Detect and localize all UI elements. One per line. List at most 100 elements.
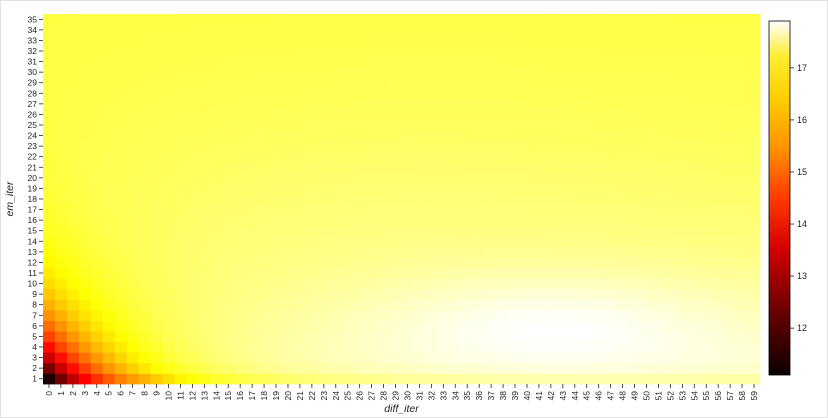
heatmap-cell: [162, 98, 175, 110]
heatmap-cell: [700, 331, 713, 343]
heatmap-cell: [580, 214, 594, 226]
heatmap-cell: [521, 214, 534, 226]
heatmap-cell: [174, 214, 187, 226]
heatmap-cell: [138, 246, 151, 258]
heatmap-cell: [150, 310, 163, 321]
heatmap-cell: [748, 214, 761, 226]
heatmap-cell: [365, 352, 378, 364]
heatmap-cell: [78, 257, 92, 269]
heatmap-cell: [90, 341, 104, 353]
heatmap-cell: [198, 246, 211, 258]
heatmap-cell: [688, 267, 701, 279]
heatmap-cell: [736, 278, 749, 290]
heatmap-cell: [616, 109, 629, 121]
heatmap-cell: [592, 151, 606, 163]
heatmap-cell: [640, 225, 653, 237]
heatmap-cell: [616, 204, 629, 216]
heatmap-cell: [162, 288, 175, 300]
heatmap-cell: [664, 45, 677, 57]
heatmap-cell: [78, 24, 92, 36]
heatmap-cell: [43, 130, 56, 142]
heatmap-cell: [640, 98, 653, 110]
heatmap-cell: [234, 204, 247, 216]
heatmap-cell: [461, 331, 474, 343]
heatmap-cell: [688, 119, 701, 131]
heatmap-cell: [198, 352, 211, 364]
heatmap-cell: [222, 236, 235, 247]
heatmap-cell: [521, 236, 534, 247]
heatmap-cell: [736, 45, 749, 57]
heatmap-cell: [413, 225, 426, 237]
heatmap-cell: [556, 109, 570, 121]
heatmap-cell: [473, 299, 486, 311]
heatmap-cell: [377, 352, 390, 364]
heatmap-cell: [437, 109, 450, 121]
heatmap-cell: [389, 45, 402, 57]
heatmap-cell: [198, 341, 211, 353]
heatmap-cell: [126, 310, 139, 321]
heatmap-cell: [425, 267, 438, 279]
heatmap-cell: [485, 109, 498, 121]
heatmap-cell: [664, 193, 677, 205]
heatmap-cell: [317, 56, 331, 68]
heatmap-cell: [401, 362, 414, 374]
heatmap-cell: [305, 257, 319, 269]
heatmap-cell: [509, 88, 522, 99]
heatmap-cell: [341, 45, 355, 57]
heatmap-cell: [556, 310, 570, 321]
heatmap-cell: [628, 362, 641, 374]
heatmap-cell: [532, 320, 546, 332]
heatmap-cell: [592, 162, 606, 173]
heatmap-cell: [186, 109, 199, 121]
heatmap-cell: [700, 204, 713, 216]
heatmap-cell: [162, 183, 175, 195]
heatmap-cell: [270, 77, 283, 89]
heatmap-cell: [568, 45, 582, 57]
heatmap-cell: [640, 56, 653, 68]
heatmap-cell: [485, 162, 498, 173]
heatmap-cell: [401, 352, 414, 364]
heatmap-cell: [628, 56, 641, 68]
heatmap-cell: [102, 373, 116, 385]
heatmap-cell: [700, 172, 713, 184]
heatmap-cell: [449, 341, 462, 353]
heatmap-cell: [246, 119, 259, 131]
heatmap-cell: [210, 236, 223, 247]
heatmap-cell: [664, 257, 677, 269]
heatmap-cell: [282, 341, 295, 353]
heatmap-cell: [616, 341, 629, 353]
heatmap-cell: [389, 183, 402, 195]
heatmap-cell: [664, 373, 677, 385]
heatmap-cell: [580, 288, 594, 300]
heatmap-cell: [341, 14, 355, 25]
heatmap-cell: [604, 35, 617, 47]
heatmap-cell: [556, 341, 570, 353]
heatmap-cell: [628, 267, 641, 279]
x-tick-label: 39: [510, 391, 520, 401]
heatmap-cell: [604, 88, 617, 99]
heatmap-cell: [377, 162, 390, 173]
heatmap-cell: [425, 299, 438, 311]
heatmap-cell: [401, 98, 414, 110]
heatmap-cell: [305, 24, 319, 36]
heatmap-cell: [544, 24, 558, 36]
heatmap-cell: [353, 109, 367, 121]
heatmap-cell: [592, 35, 606, 47]
heatmap-cell: [628, 257, 641, 269]
heatmap-cell: [425, 140, 438, 152]
heatmap-cell: [222, 130, 235, 142]
y-tick-label: 5: [32, 331, 37, 341]
heatmap-cell: [66, 183, 80, 195]
heatmap-cell: [138, 267, 151, 279]
heatmap-cell: [473, 130, 486, 142]
heatmap-cell: [461, 35, 474, 47]
heatmap-cell: [509, 310, 522, 321]
heatmap-cell: [210, 130, 223, 142]
heatmap-cell: [317, 45, 331, 57]
heatmap-cell: [425, 109, 438, 121]
heatmap-cell: [425, 214, 438, 226]
heatmap-cell: [556, 267, 570, 279]
heatmap-cell: [293, 257, 307, 269]
heatmap-cell: [114, 362, 128, 374]
heatmap-cell: [234, 172, 247, 184]
